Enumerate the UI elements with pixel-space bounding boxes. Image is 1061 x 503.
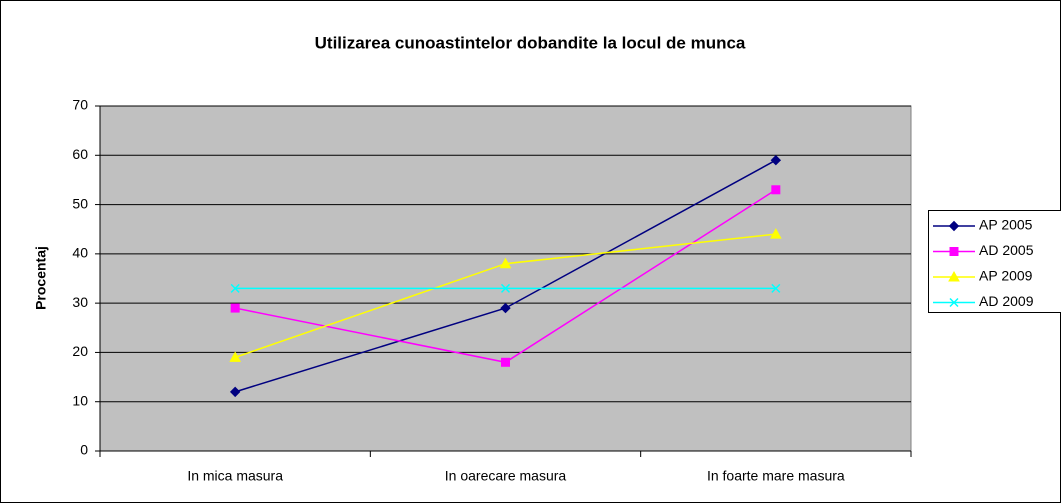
marker [500,302,511,314]
x-tick-label: In mica masura [187,468,283,484]
marker [771,283,781,293]
y-tick-label: 40 [72,245,88,261]
y-tick-label: 10 [72,392,88,408]
y-tick-label: 60 [72,146,88,162]
marker [771,185,781,195]
y-axis-label: Procentaj [33,246,49,310]
legend-label: AD 2009 [979,293,1034,309]
marker [230,283,240,293]
y-tick-label: 20 [72,343,88,359]
legend-label: AP 2005 [979,217,1033,233]
plot-area [99,105,912,452]
marker [949,297,959,308]
marker [229,351,242,362]
legend-label: AP 2009 [979,268,1033,284]
marker [229,386,241,398]
marker [500,283,511,293]
y-tick-label: 50 [72,195,88,211]
marker [770,155,782,166]
y-tick-label: 0 [80,442,88,458]
marker [949,247,959,256]
y-tick-label: 70 [72,97,88,113]
marker [501,357,510,367]
y-tick-label: 30 [72,294,88,310]
marker [948,270,960,282]
x-tick-label: In foarte mare masura [707,468,845,484]
chart-title: Utilizarea cunoastintelor dobandite la l… [315,33,746,52]
legend-label: AD 2005 [979,242,1034,258]
x-tick-label: In oarecare masura [445,468,567,484]
marker [948,220,960,232]
marker [499,257,512,269]
marker [230,303,240,313]
marker [769,228,782,239]
